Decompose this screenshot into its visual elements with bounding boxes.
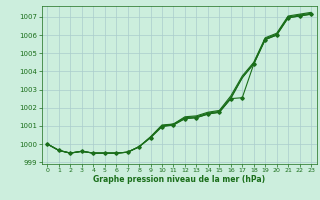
X-axis label: Graphe pression niveau de la mer (hPa): Graphe pression niveau de la mer (hPa) [93,175,265,184]
